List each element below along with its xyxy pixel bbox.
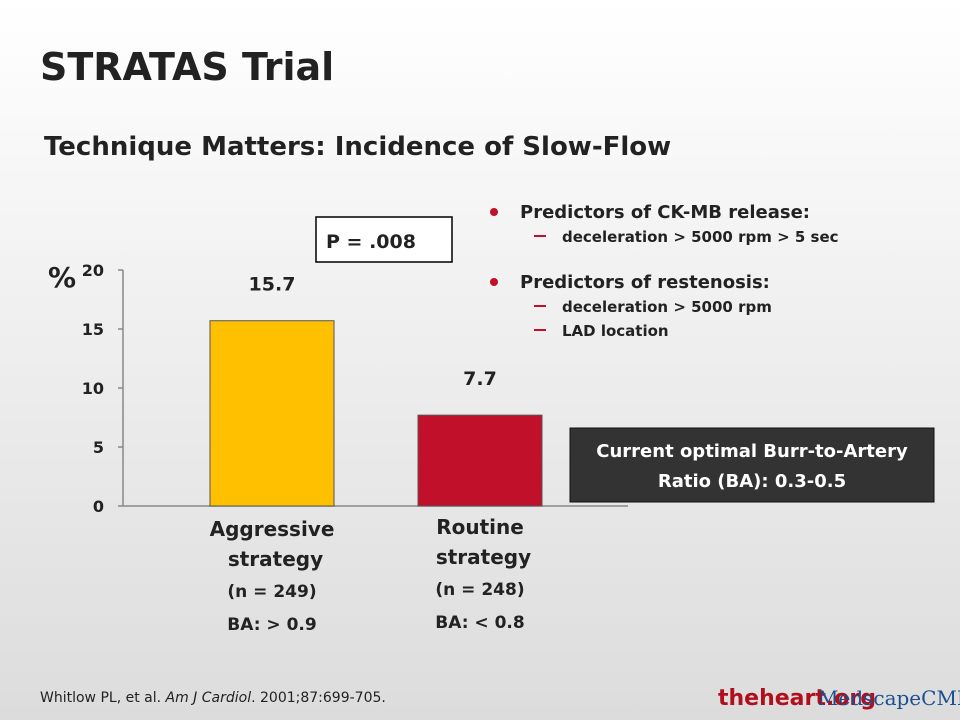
y-tick-label: 0 (93, 497, 104, 516)
sub-bullet-text: deceleration > 5000 rpm > 5 sec (562, 228, 839, 246)
x-tick-label-line: strategy (429, 545, 531, 569)
callout-line: Ratio (BA): 0.3-0.5 (658, 471, 846, 492)
y-tick-label: 5 (93, 438, 104, 457)
category-note: (n = 249) (227, 582, 316, 602)
x-tick-label-line: Routine (436, 515, 524, 539)
value-label: 7.7 (463, 368, 497, 390)
citation-journal: Am J Cardiol (165, 690, 252, 706)
slide-title: STRATAS Trial (40, 45, 334, 89)
bullet-text: Predictors of CK-MB release: (520, 202, 810, 223)
citation-part: Whitlow PL, et al. (40, 690, 166, 706)
logo: MedscapeCME (818, 686, 960, 710)
y-tick-label: 15 (82, 320, 104, 339)
y-tick-label: 10 (82, 379, 104, 398)
callout-line: Current optimal Burr-to-Artery (596, 441, 908, 462)
x-tick-label: Routine strategy (429, 515, 531, 569)
sub-bullet-text: LAD location (562, 322, 669, 340)
p-value-box (315, 216, 453, 263)
sub-bullet-text: deceleration > 5000 rpm (562, 298, 772, 316)
value-label: 15.7 (249, 274, 296, 296)
bullet-text: Predictors of restenosis: (520, 272, 770, 293)
y-tick-label: 20 (82, 261, 104, 280)
p-value: P = .008 (326, 231, 416, 253)
bar (417, 414, 543, 507)
bar (209, 320, 335, 507)
category-note: BA: < 0.8 (435, 613, 524, 633)
bullet-dot (490, 208, 498, 216)
category-note: (n = 248) (435, 580, 524, 600)
x-tick-label: Aggressive strategy (210, 517, 335, 571)
y-axis-label: % (48, 261, 76, 294)
citation: Whitlow PL, et al. Am J Cardiol. 2001;87… (40, 690, 386, 706)
category-note: BA: > 0.9 (227, 615, 316, 635)
bullet-dot (490, 278, 498, 286)
citation-part: . 2001;87:699-705. (251, 690, 386, 706)
x-tick-label-line: Aggressive (210, 517, 335, 541)
callout-box (569, 427, 935, 503)
subtitle: Technique Matters: Incidence of Slow-Flo… (44, 132, 671, 162)
logo: theheart.org (718, 686, 876, 711)
x-tick-label-line: strategy (221, 547, 323, 571)
